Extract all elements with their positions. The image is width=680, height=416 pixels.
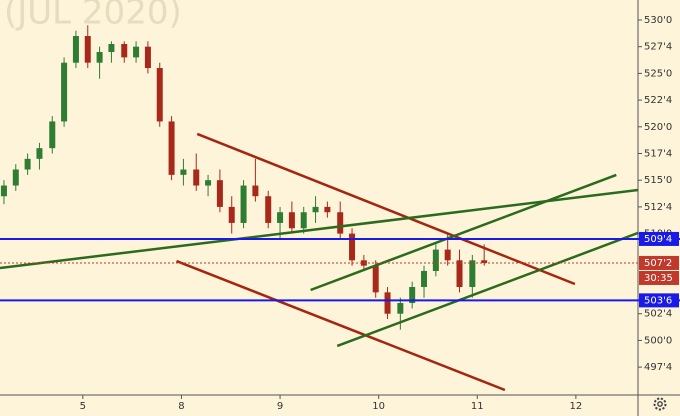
candle-body xyxy=(277,212,284,223)
candle-body xyxy=(96,52,103,63)
trendline xyxy=(336,231,639,348)
candle-body xyxy=(312,206,319,213)
candle-body xyxy=(205,180,212,186)
trendline xyxy=(310,173,617,292)
y-tick-label: 525'0 xyxy=(644,68,672,79)
candle-body xyxy=(144,46,151,69)
settings-icon[interactable] xyxy=(653,397,667,411)
candle-body xyxy=(84,35,91,63)
candle-body xyxy=(72,35,79,63)
y-tick-label: 527'4 xyxy=(644,42,672,53)
candle-body xyxy=(180,169,187,175)
price-label: 509'4 xyxy=(644,234,672,245)
y-tick-label: 497'4 xyxy=(644,362,672,373)
candle-body xyxy=(300,212,307,229)
candle-body xyxy=(349,233,356,261)
x-tick-label: 9 xyxy=(277,401,283,412)
candle-body xyxy=(432,249,439,271)
x-tick-label: 10 xyxy=(372,401,385,412)
candle-body xyxy=(156,68,163,122)
candle-body xyxy=(469,260,476,288)
candle-body xyxy=(36,148,43,159)
y-tick-label: 502'4 xyxy=(644,309,672,320)
y-tick-label: 500'0 xyxy=(644,335,672,346)
candle-body xyxy=(265,196,272,223)
x-tick-label: 5 xyxy=(80,401,86,412)
candle-body xyxy=(24,158,31,170)
candle-body xyxy=(0,185,7,197)
price-label: 503'6 xyxy=(644,295,672,306)
candle-body xyxy=(168,121,175,175)
watermark: (JUL 2020) xyxy=(4,0,182,33)
y-tick-label: 530'0 xyxy=(644,15,672,26)
candle-body xyxy=(409,287,416,304)
trendline xyxy=(0,188,639,270)
candle-body xyxy=(108,44,115,53)
candle-body xyxy=(360,260,367,266)
countdown-box xyxy=(639,270,679,285)
candle-body xyxy=(481,260,488,263)
candle-body xyxy=(384,292,391,314)
price-label-box xyxy=(639,231,679,246)
candle-body xyxy=(121,44,128,58)
candle-body xyxy=(193,169,200,186)
y-tick-label: 522'4 xyxy=(644,95,672,106)
candle-body xyxy=(133,46,140,58)
gear-hub xyxy=(657,401,663,407)
y-tick-label: 520'0 xyxy=(644,122,672,133)
candle-body xyxy=(252,185,259,197)
trendline xyxy=(176,259,506,392)
candle-body xyxy=(372,265,379,293)
candle-body xyxy=(324,206,331,213)
candle-body xyxy=(337,212,344,234)
y-tick-label: 512'4 xyxy=(644,202,672,213)
price-label-box xyxy=(639,255,679,270)
x-tick-label: 11 xyxy=(471,401,484,412)
y-tick-label: 515'0 xyxy=(644,175,672,186)
candle-body xyxy=(288,212,295,229)
candle-body xyxy=(421,270,428,288)
candle-body xyxy=(12,169,19,186)
countdown-label: 30:35 xyxy=(644,273,673,284)
x-tick-label: 8 xyxy=(178,401,184,412)
candle-body xyxy=(240,185,247,223)
price-label-box xyxy=(639,293,679,308)
candle-body xyxy=(456,260,463,288)
candle-body xyxy=(49,121,56,149)
gear-teeth xyxy=(653,397,667,411)
x-tick-label: 12 xyxy=(570,401,583,412)
candle-body xyxy=(444,249,451,261)
y-tick-label: 517'4 xyxy=(644,148,672,159)
candle-body xyxy=(216,180,223,207)
trendline xyxy=(196,132,576,286)
price-label: 507'2 xyxy=(644,258,672,269)
candle-body xyxy=(397,303,404,314)
candle-body xyxy=(228,206,235,223)
candle-body xyxy=(61,62,68,122)
